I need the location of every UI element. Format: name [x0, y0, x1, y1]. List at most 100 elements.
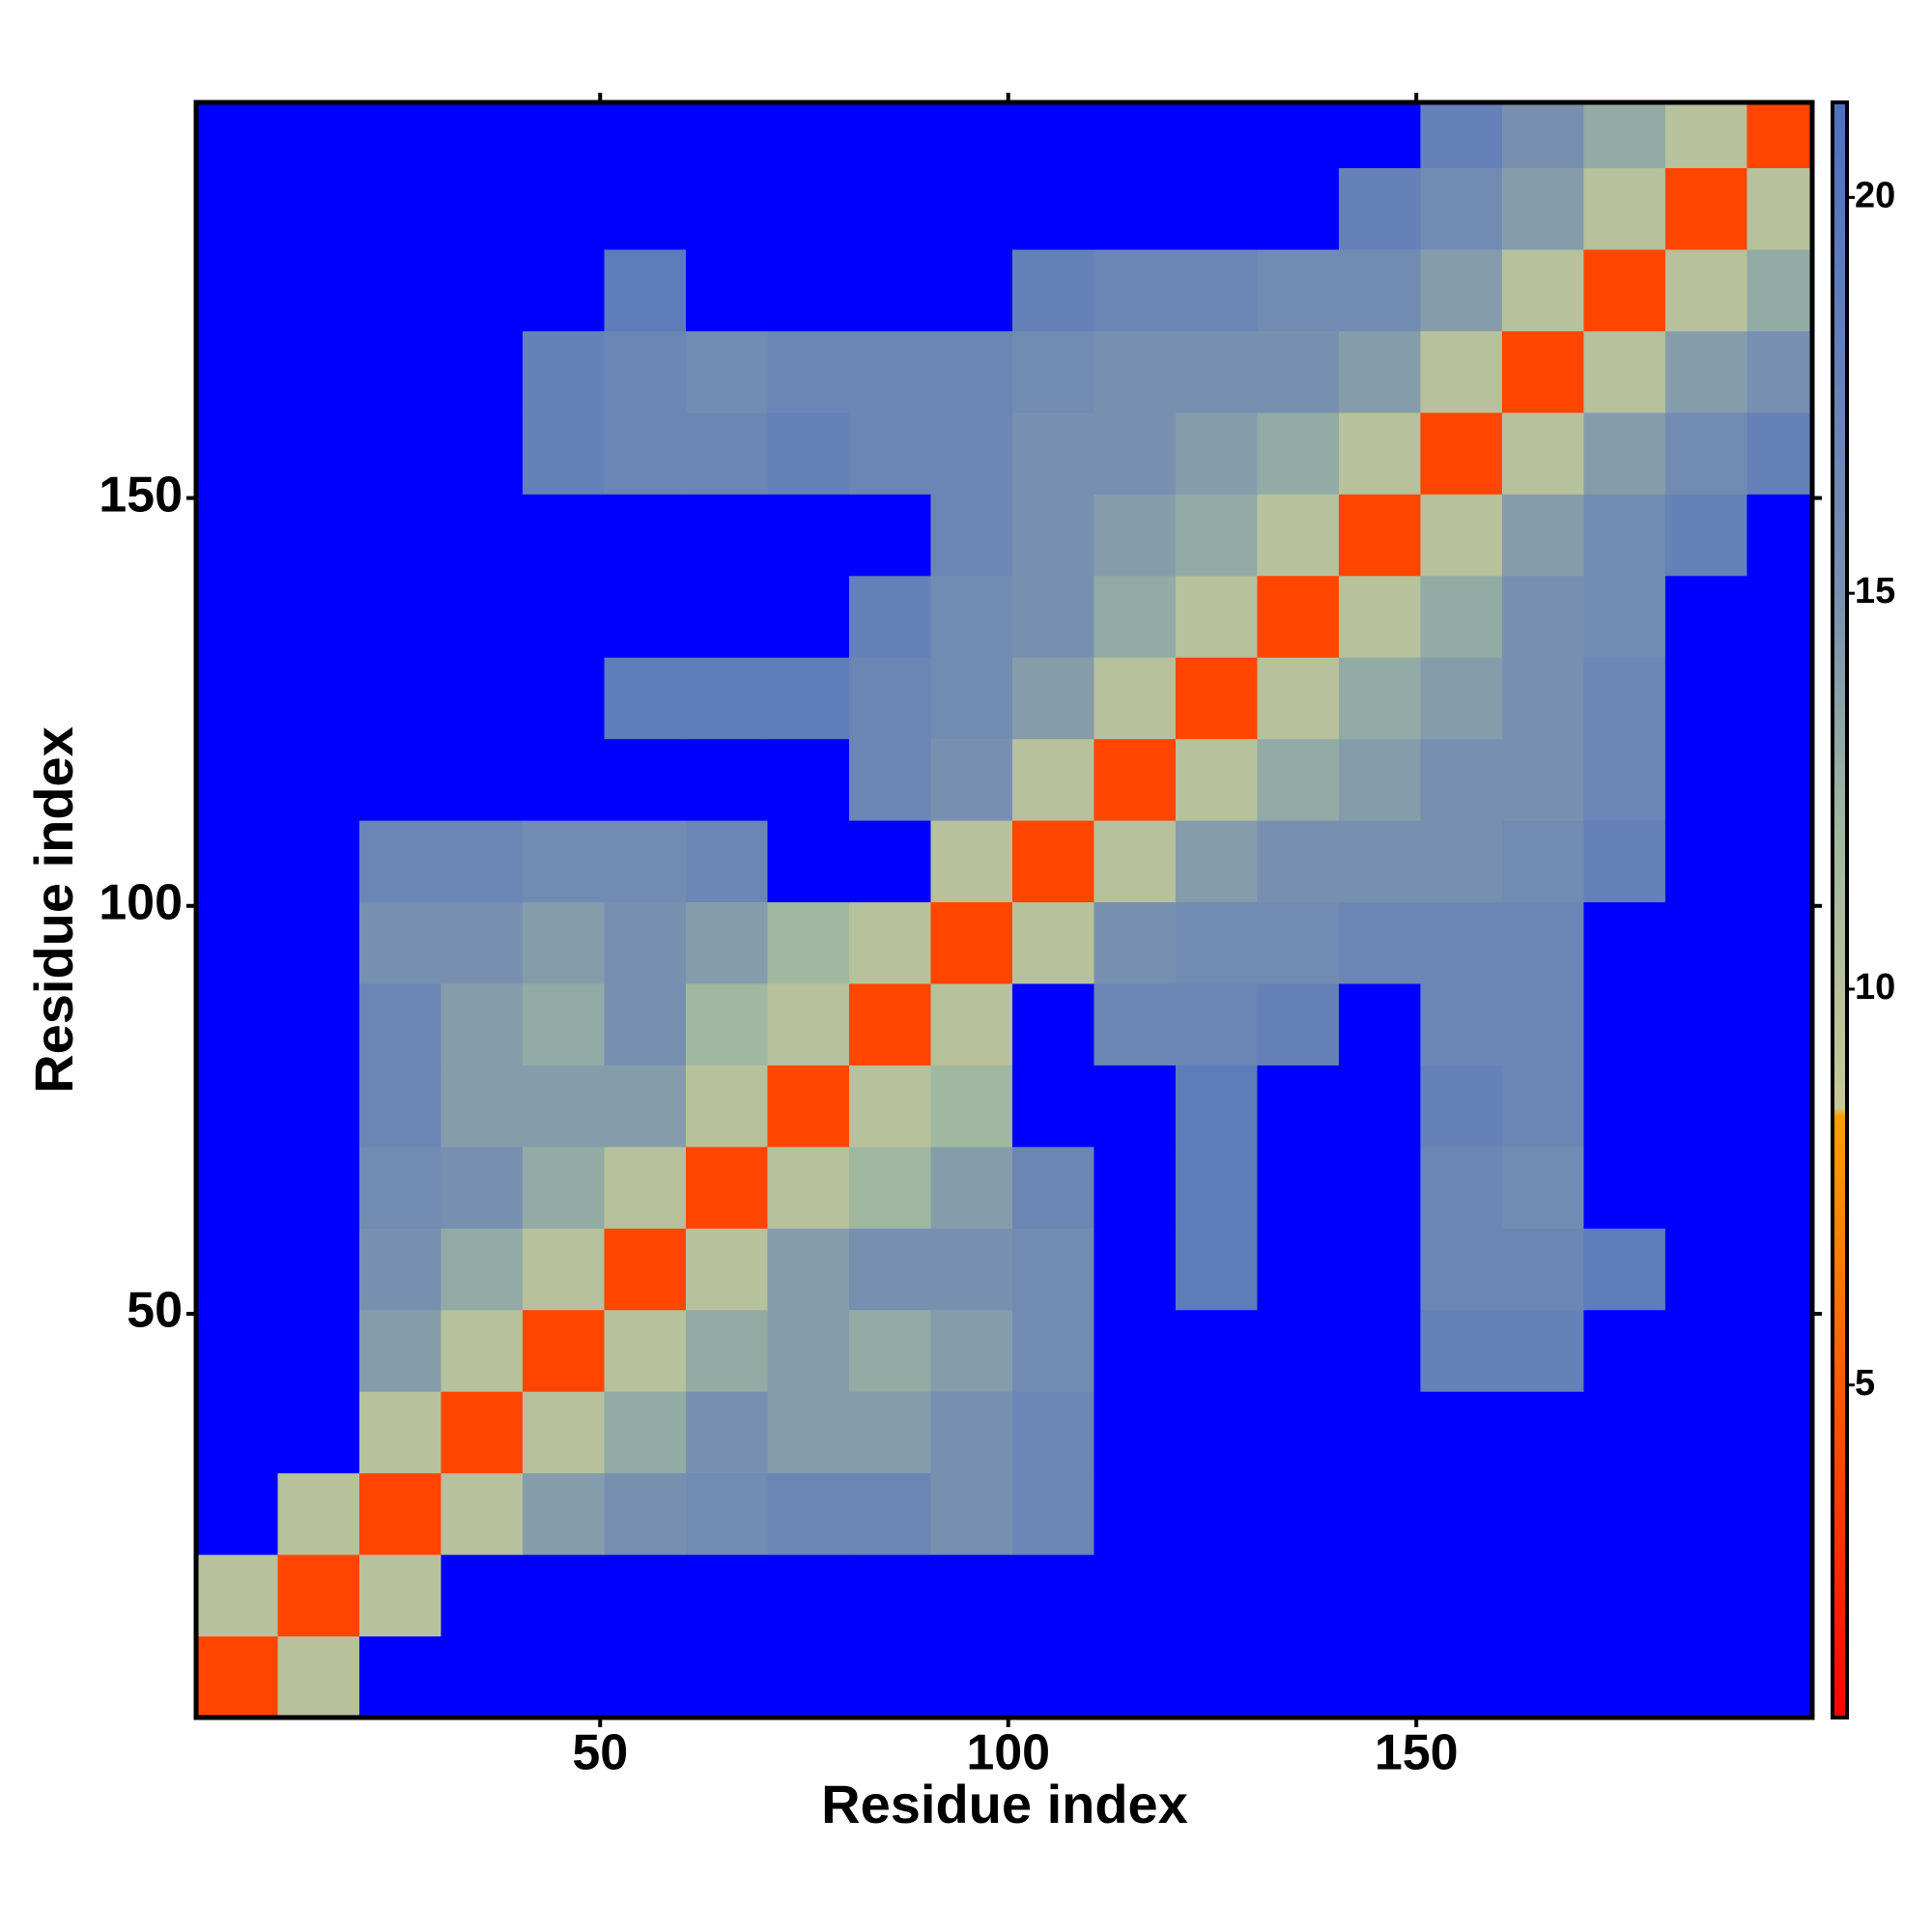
heatmap-cell [1338, 1635, 1421, 1719]
heatmap-cell [930, 657, 1013, 740]
heatmap-cell [848, 1472, 931, 1555]
heatmap-cell [1094, 1146, 1177, 1229]
heatmap-cell [604, 1391, 687, 1474]
heatmap-cell [358, 1635, 441, 1719]
y-axis-title: Residue index [23, 726, 84, 1094]
heatmap-cell [767, 820, 850, 903]
heatmap-cell [277, 1635, 360, 1719]
heatmap-cell [1011, 1391, 1094, 1474]
heatmap-cell [522, 1472, 605, 1555]
heatmap-cell [440, 575, 524, 658]
heatmap-cell [522, 494, 605, 577]
heatmap-cell [522, 330, 605, 413]
heatmap-cell [930, 1554, 1013, 1637]
heatmap-cell [1501, 330, 1584, 413]
x-tick-label: 50 [572, 1725, 628, 1781]
heatmap-cell [522, 1228, 605, 1311]
heatmap-cell [277, 412, 360, 495]
heatmap-cell [685, 1309, 768, 1392]
heatmap-cell [277, 657, 360, 740]
heatmap-cell [1175, 1472, 1258, 1555]
heatmap-cell [1664, 1635, 1747, 1719]
x-tick-label: 150 [1375, 1725, 1459, 1781]
heatmap-cell [1583, 1472, 1666, 1555]
heatmap-cell [358, 738, 441, 821]
heatmap-cell [358, 820, 441, 903]
heatmap-cell [767, 1635, 850, 1719]
heatmap-cell [1501, 249, 1584, 331]
heatmap-cell [848, 330, 931, 413]
heatmap-cell [1175, 901, 1258, 984]
heatmap-cell [1664, 249, 1747, 331]
heatmap-cell [604, 1635, 687, 1719]
heatmap-cell [440, 1635, 524, 1719]
heatmap-cell [1011, 494, 1094, 577]
colorbar-tick-label: 5 [1855, 1363, 1875, 1404]
heatmap-cell [1338, 901, 1421, 984]
heatmap-cell [196, 167, 278, 250]
heatmap-cell [1094, 167, 1177, 250]
heatmap-cell [358, 1472, 441, 1555]
heatmap-cell [1094, 102, 1177, 169]
heatmap-cell [277, 738, 360, 821]
heatmap-cell [1664, 330, 1747, 413]
heatmap-cell [1583, 657, 1666, 740]
colorbar-tick-label: 15 [1855, 571, 1895, 611]
heatmap-cell [440, 1065, 524, 1148]
heatmap-cell [685, 657, 768, 740]
heatmap-cell [522, 249, 605, 331]
heatmap-cell [1257, 983, 1340, 1065]
heatmap-cell [440, 1309, 524, 1392]
x-tick-label: 100 [966, 1725, 1050, 1781]
heatmap-cell [277, 1472, 360, 1555]
heatmap-cell [685, 738, 768, 821]
heatmap-cell [848, 1228, 931, 1311]
heatmap-cell [1257, 1472, 1340, 1555]
heatmap-cell [1011, 1635, 1094, 1719]
heatmap-cell [1583, 1554, 1666, 1637]
heatmap-cell [196, 1309, 278, 1392]
heatmap-cell [1257, 1065, 1340, 1148]
heatmap-cell [1338, 657, 1421, 740]
heatmap-cell [1664, 657, 1747, 740]
heatmap-cell [1747, 1554, 1813, 1637]
heatmap-cell [277, 494, 360, 577]
heatmap-cell [1501, 738, 1584, 821]
heatmap-cell [1420, 820, 1503, 903]
heatmap-cell [1747, 494, 1813, 577]
heatmap-cell [1094, 1391, 1177, 1474]
heatmap-cell [1747, 820, 1813, 903]
heatmap-cell [1747, 657, 1813, 740]
heatmap-cell [1175, 1391, 1258, 1474]
heatmap-cell [1257, 820, 1340, 903]
heatmap-cell [848, 1146, 931, 1229]
heatmap-cell [930, 1391, 1013, 1474]
colorbar [1831, 100, 1849, 1719]
heatmap-cell [196, 249, 278, 331]
heatmap-cell [358, 657, 441, 740]
heatmap-cell [358, 1309, 441, 1392]
heatmap-cell [767, 1228, 850, 1311]
heatmap-cell [1175, 738, 1258, 821]
heatmap-cell [1338, 983, 1421, 1065]
heatmap-cell [848, 1554, 931, 1637]
heatmap-cell [685, 1065, 768, 1148]
heatmap-cell [1338, 1472, 1421, 1555]
heatmap-cell [440, 249, 524, 331]
heatmap-cell [277, 901, 360, 984]
heatmap-cell [930, 983, 1013, 1065]
heatmap-cell [848, 102, 931, 169]
heatmap-cell [358, 330, 441, 413]
heatmap-cell [277, 249, 360, 331]
heatmap-cell [196, 575, 278, 658]
heatmap-cell [1338, 412, 1421, 495]
heatmap-cell [196, 1146, 278, 1229]
heatmap-cell [604, 901, 687, 984]
heatmap-cell [1420, 102, 1503, 169]
heatmap-cell [196, 1472, 278, 1555]
heatmap-cell [358, 1065, 441, 1148]
heatmap-cell [604, 575, 687, 658]
heatmap-cell [1664, 102, 1747, 169]
heatmap-cell [848, 901, 931, 984]
heatmap-cell [440, 738, 524, 821]
